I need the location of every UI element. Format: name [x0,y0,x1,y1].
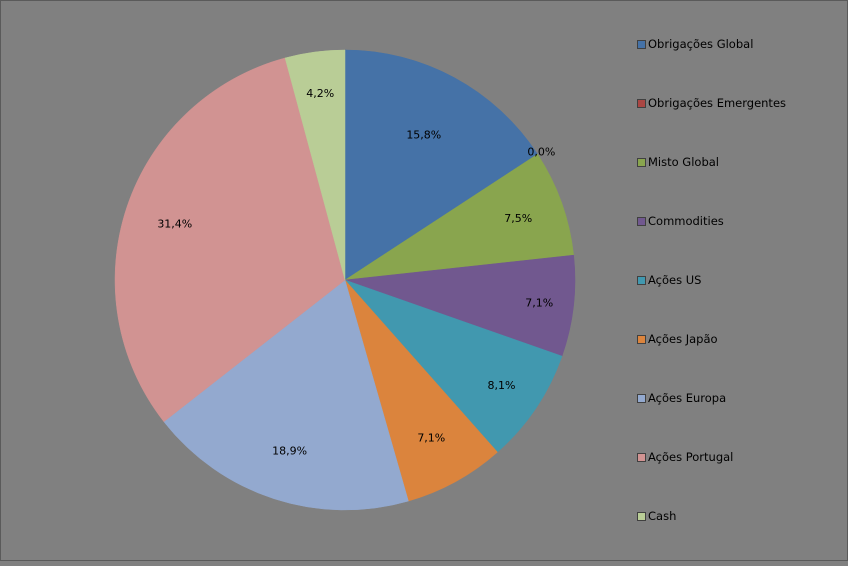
legend-label: Commodities [648,214,724,228]
data-label-5: 8,1% [488,379,516,392]
legend-item-8: Ações Portugal [635,448,840,507]
legend-swatch [637,40,646,49]
pie-slice-5 [344,279,563,453]
data-label-4: 7,1% [525,296,553,309]
pie-slice-3 [344,153,574,281]
data-label-2: 0,0% [527,146,555,159]
data-label-1: 15,8% [406,128,441,141]
pie-slice-4 [344,254,576,357]
legend-item-4: Commodities [635,212,840,271]
legend-item-5: Ações US [635,271,840,330]
legend-item-7: Ações Europa [635,389,840,448]
legend-label: Ações US [648,273,702,287]
data-label-9: 4,2% [306,87,334,100]
legend-label: Ações Europa [648,391,727,405]
legend-item-9: Cash [635,507,840,566]
legend-swatch [637,453,646,462]
legend-label: Cash [648,509,677,523]
pie-slice-6 [344,279,498,502]
pie-slice-1 [344,49,538,281]
legend-item-1: Obrigações Global [635,35,840,94]
legend-label: Ações Portugal [648,450,734,464]
legend-swatch [637,512,646,521]
legend-label: Obrigações Emergentes [648,96,787,110]
data-label-6: 7,1% [417,431,445,444]
legend-swatch [637,394,646,403]
legend-label: Obrigações Global [648,37,754,51]
legend-swatch [637,158,646,167]
legend-item-2: Obrigações Emergentes [635,94,840,153]
pie-slice-9 [284,49,346,281]
data-label-3: 7,5% [504,212,532,225]
legend-item-6: Ações Japão [635,330,840,389]
legend-label: Ações Japão [648,332,718,346]
data-label-8: 31,4% [157,217,192,230]
legend-swatch [637,99,646,108]
pie-slice-7 [163,279,409,511]
legend-label: Misto Global [648,155,719,169]
legend-item-3: Misto Global [635,153,840,212]
legend-swatch [637,276,646,285]
legend: Obrigações Global Obrigações Emergentes Mi… [635,35,840,566]
pie-slice-8 [114,57,346,423]
legend-swatch [637,335,646,344]
data-label-7: 18,9% [272,445,307,458]
legend-swatch [637,217,646,226]
